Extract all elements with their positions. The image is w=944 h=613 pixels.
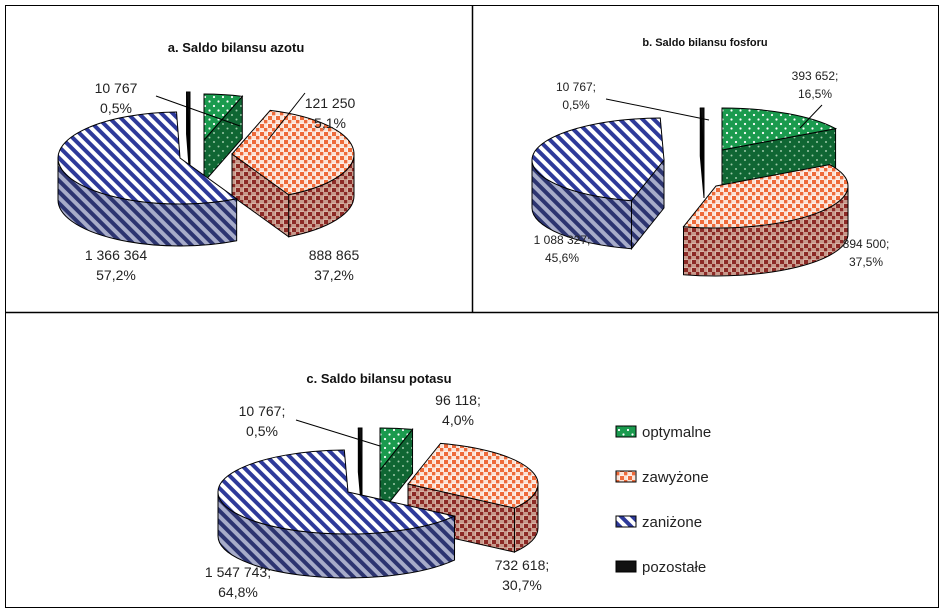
data-label-pozostale: 10 767; 0,5% — [556, 80, 710, 121]
slice-value: 1 547 743; — [205, 564, 271, 580]
slice-percent: 16,5% — [798, 87, 832, 101]
slice-optymalne — [379, 427, 414, 472]
slice-zanizone — [217, 449, 457, 535]
slice-optymalne — [721, 107, 838, 151]
slice-percent: 37,5% — [849, 255, 883, 269]
legend-label: zawyżone — [642, 469, 709, 486]
legend-label: zaniżone — [642, 514, 702, 531]
slice-value: 894 500; — [843, 237, 890, 251]
legend-swatch — [615, 425, 637, 438]
slice-value: 121 250 — [305, 95, 356, 111]
slice-value: 393 652; — [792, 69, 839, 83]
data-label-zawyzone: 732 618; 30,7% — [495, 557, 550, 593]
slice-percent: 45,6% — [545, 251, 579, 265]
data-label-pozostale: 10 767; 0,5% — [239, 403, 381, 447]
legend-swatch — [615, 470, 637, 483]
slice-percent: 30,7% — [502, 577, 542, 593]
slice-value: 10 767 — [95, 80, 138, 96]
pie-chart-c: c. Saldo bilansu potasu 96 118; 4,0% 732 61… — [205, 371, 549, 600]
pie-chart-b: b. Saldo bilansu fosforu 393 652; 16,5% 894… — [531, 37, 890, 277]
panel-frames — [5, 5, 939, 608]
leader-line — [155, 95, 241, 127]
chart-title: b. Saldo bilansu fosforu — [642, 37, 767, 49]
leader-line — [267, 92, 306, 141]
data-label-optymalne: 96 118; 4,0% — [435, 392, 481, 428]
slice-percent: 0,5% — [100, 100, 132, 116]
slice-zanizone — [531, 117, 665, 202]
data-label-pozostale: 10 767 0,5% — [95, 80, 241, 127]
chart-title: c. Saldo bilansu potasu — [306, 371, 451, 386]
legend-swatch — [615, 560, 637, 573]
legend-label: pozostałe — [642, 559, 706, 576]
leader-line — [295, 419, 381, 447]
slice-pozostale — [357, 427, 363, 471]
data-label-optymalne: 393 652; 16,5% — [792, 69, 839, 129]
legend: optymalne zawyżone zaniżone pozostałe — [615, 424, 711, 576]
pie-chart-a: a. Saldo bilansu azotu 121 250 5,1% 888 865… — [57, 40, 360, 283]
legend-item-zawyzone: zawyżone — [615, 469, 709, 486]
data-label-zanizone: 1 088 327; 45,6% — [534, 233, 591, 265]
slice-percent: 64,8% — [218, 584, 258, 600]
slice-optymalne — [203, 93, 244, 142]
data-label-zawyzone: 894 500; 37,5% — [843, 237, 890, 269]
data-label-zawyzone: 888 865 37,2% — [309, 247, 360, 283]
slice-value: 10 767; — [239, 403, 286, 419]
slice-zawyzone — [407, 442, 539, 509]
slice-value: 732 618; — [495, 557, 550, 573]
legend-item-zanizone: zaniżone — [615, 514, 702, 531]
slice-value: 1 366 364 — [85, 247, 147, 263]
slice-zawyzone — [682, 164, 849, 229]
legend-item-pozostale: pozostałe — [615, 559, 706, 576]
slice-percent: 4,0% — [442, 412, 474, 428]
slice-zawyzone — [231, 109, 355, 196]
slice-value: 888 865 — [309, 247, 360, 263]
data-label-optymalne: 121 250 5,1% — [267, 92, 356, 141]
data-label-zanizone: 1 366 364 57,2% — [85, 247, 147, 283]
slice-value: 10 767; — [556, 80, 596, 94]
slice-percent: 37,2% — [314, 267, 354, 283]
leader-line — [799, 104, 823, 129]
slice-pozostale — [186, 91, 191, 139]
slice-percent: 57,2% — [96, 267, 136, 283]
legend-swatch — [615, 515, 637, 528]
slice-percent: 5,1% — [314, 115, 346, 131]
slice-zanizone — [57, 111, 238, 205]
slice-percent: 0,5% — [562, 98, 590, 112]
legend-item-optymalne: optymalne — [615, 424, 711, 441]
legend-label: optymalne — [642, 424, 711, 441]
slice-value: 1 088 327; — [534, 233, 591, 247]
slice-value: 96 118; — [435, 392, 481, 408]
data-label-zanizone: 1 547 743; 64,8% — [205, 564, 271, 600]
slice-percent: 0,5% — [246, 423, 278, 439]
leader-line — [605, 98, 710, 121]
chart-title: a. Saldo bilansu azotu — [168, 40, 305, 55]
